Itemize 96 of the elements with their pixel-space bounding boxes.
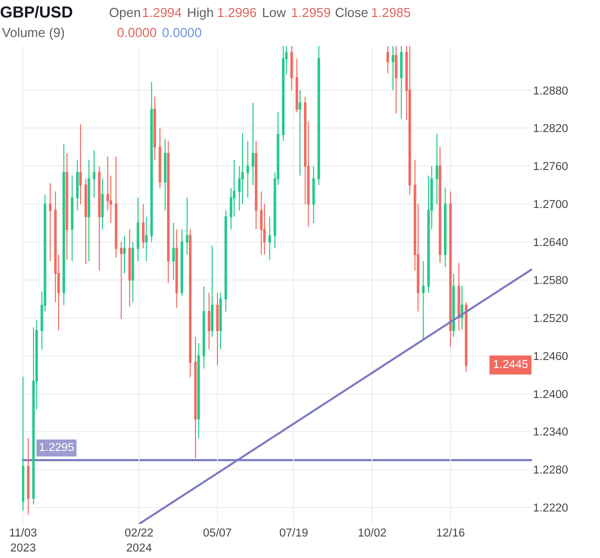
- text: 0.0000: [162, 25, 202, 40]
- candlestick: [175, 228, 178, 308]
- y-tick-label: 1.2640: [533, 237, 568, 250]
- ref-line-label: 1.2295: [39, 442, 74, 454]
- candlestick: [400, 46, 403, 120]
- candlestick: [98, 166, 101, 271]
- y-tick-label: 1.2340: [533, 426, 568, 439]
- candlestick: [224, 210, 228, 312]
- candlestick: [208, 292, 210, 350]
- text: Close: [335, 5, 368, 20]
- x-tick-label: 05/07: [203, 528, 232, 540]
- y-tick-label: 1.2760: [533, 161, 568, 174]
- candlestick: [394, 46, 398, 114]
- x-tick-label: 12/16: [436, 528, 465, 540]
- candlestick: [464, 302, 468, 372]
- y-tick-label: 1.2400: [533, 388, 568, 401]
- candlestick: [260, 190, 263, 256]
- candlestick: [62, 144, 66, 306]
- candlestick: [186, 197, 188, 256]
- candlestick: [202, 286, 206, 369]
- candlestick: [449, 190, 452, 348]
- y-tick-label: 1.2460: [533, 350, 568, 363]
- candlestick: [252, 102, 254, 186]
- candlestick: [438, 146, 442, 264]
- candlestick: [150, 82, 153, 243]
- text: Volume (9): [2, 25, 65, 40]
- candlestick: [290, 46, 293, 91]
- candlestick: [167, 140, 170, 284]
- candlestick: [70, 175, 74, 262]
- y-tick-label: 1.2580: [533, 274, 568, 287]
- candlestick: [114, 156, 118, 258]
- y-tick-label: 1.2220: [533, 502, 568, 515]
- candlestick: [123, 235, 126, 274]
- candlestick: [386, 46, 390, 74]
- candlestick: [444, 187, 447, 268]
- annotation: 1.2445: [493, 359, 528, 371]
- candlestick: [164, 138, 166, 211]
- candlestick: [254, 140, 258, 230]
- candlestick: [84, 178, 88, 265]
- text: High: [187, 5, 214, 20]
- text: 1.2959: [291, 5, 331, 20]
- candlestick: [392, 46, 394, 91]
- text: 1.2996: [217, 5, 257, 20]
- candlestick: [22, 376, 24, 512]
- candlestick: [76, 159, 79, 211]
- y-tick-label: 1.2520: [533, 312, 568, 325]
- candlestick: [120, 242, 123, 320]
- candlestick: [136, 197, 140, 262]
- candlestick: [145, 216, 148, 262]
- candlestick: [246, 140, 250, 198]
- candlestick: [318, 46, 320, 186]
- candlestick: [79, 124, 82, 205]
- text: 0.0000: [117, 25, 157, 40]
- y-tick-label: 1.2820: [533, 123, 568, 136]
- candlestick: [158, 128, 162, 189]
- candlestick: [88, 159, 90, 262]
- candlestick: [458, 262, 460, 332]
- candlestick: [460, 285, 464, 330]
- candlestick: [188, 228, 192, 378]
- candlestick: [66, 152, 68, 260]
- candlestick: [101, 178, 104, 230]
- x-tick-label: 02/22 2024: [124, 528, 154, 554]
- x-tick-label: 07/19: [279, 528, 308, 540]
- candlestick: [268, 216, 271, 260]
- candlestick: [296, 58, 298, 113]
- text: Low: [262, 5, 286, 20]
- candlestick: [422, 260, 425, 340]
- x-tick-label: 10/02: [358, 528, 386, 540]
- y-tick-label: 1.2700: [533, 199, 568, 212]
- candlestick: [194, 336, 197, 459]
- candlestick: [153, 96, 156, 160]
- candlestick: [128, 228, 131, 307]
- candlestick: [172, 222, 175, 280]
- candlestick: [142, 204, 144, 249]
- text: 1.2985: [371, 5, 411, 20]
- chart-title: GBP/USD: [0, 4, 73, 22]
- y-tick-label: 1.2280: [533, 464, 568, 477]
- candlestick: [180, 228, 184, 296]
- candlestick: [216, 292, 219, 366]
- candlestick: [436, 133, 438, 205]
- y-tick-label: 1.2880: [533, 85, 568, 98]
- candlestick: [408, 46, 411, 196]
- candlestick: [92, 150, 96, 198]
- x-tick-label: 11/03 2023: [9, 528, 38, 554]
- candlestick: [282, 46, 285, 142]
- candlestick: [312, 166, 315, 224]
- candlestick: [298, 90, 302, 176]
- candlestick: [219, 292, 222, 350]
- candlestick: [132, 242, 134, 303]
- candlestick: [48, 182, 52, 262]
- text: 1.2994: [142, 5, 182, 20]
- candlestick: [27, 438, 30, 516]
- text: Open: [109, 5, 141, 20]
- candlestick: [197, 342, 200, 439]
- candlestick: [210, 245, 214, 338]
- candlestick: [452, 273, 455, 338]
